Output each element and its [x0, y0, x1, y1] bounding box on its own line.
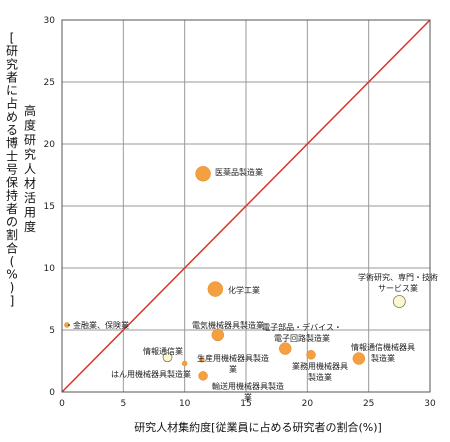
y-label-glyph: 者: [6, 202, 18, 216]
y-label-glyph: 号: [6, 162, 18, 176]
point-annotation: 化学工業: [228, 285, 260, 295]
x-tick-label: 30: [424, 399, 436, 409]
y-label-glyph: 者: [6, 70, 18, 84]
data-point: 生産用機械器具製造業: [199, 357, 205, 363]
y-label-glyph: [: [10, 31, 15, 45]
y-label-glyph: 究: [6, 56, 18, 71]
point-annotation: 業務用機械器具製造業: [292, 361, 348, 382]
x-tick-label: 25: [363, 399, 374, 409]
data-point: 情報通信機械器具製造業: [352, 352, 366, 365]
point-annotation: 学術研究、専門・技術サービス業: [358, 272, 438, 293]
data-point: 金融業、保険業: [64, 322, 70, 328]
x-tick-label: 5: [120, 399, 126, 409]
y-label-glyph: に: [6, 84, 18, 98]
y-label-glyph: ]: [10, 294, 15, 308]
x-tick-label: 15: [240, 399, 251, 409]
reference-diagonal-line: [61, 19, 431, 393]
data-point: 業務用機械器具製造業: [306, 350, 316, 360]
y-label-glyph: 研: [24, 133, 36, 147]
point-annotation: 情報通信業: [143, 346, 183, 356]
x-tick-label: 20: [302, 399, 314, 409]
data-point: 電子部品・デバイス・電子回路製造業: [279, 342, 292, 355]
x-tick-label: 10: [179, 399, 191, 409]
point-annotation: 医薬品製造業: [215, 167, 263, 177]
y-tick-label: 30: [44, 16, 56, 26]
y-label-glyph: 用: [24, 206, 36, 220]
point-annotation: ・金融業、保険業: [65, 320, 129, 330]
y-label-glyph: 持: [6, 188, 18, 203]
y-label-glyph: る: [6, 123, 18, 137]
y-label-glyph: 度: [24, 118, 36, 133]
y-label-glyph: (: [10, 254, 15, 268]
plot-frame: [61, 19, 431, 393]
y-label-glyph: 博: [6, 135, 18, 150]
data-point: 医薬品製造業: [195, 166, 211, 182]
x-tick-label: 0: [59, 399, 65, 409]
y-tick-label: 5: [49, 326, 55, 336]
data-point: 情報通信業: [162, 352, 173, 363]
y-tick-label: 0: [49, 388, 55, 398]
y-tick-label: 25: [44, 78, 55, 88]
x-axis-label: 研究人材集約度[従業員に占める研究者の割合(%)]: [134, 420, 382, 434]
point-annotation: はん用機械器具製造業: [111, 369, 191, 379]
data-point: 化学工業: [207, 281, 224, 297]
y-label-glyph: ): [10, 281, 15, 295]
y-tick-label: 15: [44, 202, 55, 212]
y-label-glyph: 人: [24, 162, 36, 176]
y-label-glyph: 保: [6, 176, 18, 190]
point-annotation: 輸送用機械器具製造業: [212, 381, 284, 402]
data-points: 医薬品製造業化学工業学術研究、専門・技術サービス業金融業、保険業電気機械器具製造…: [64, 166, 406, 381]
y-label-glyph: 高: [24, 103, 36, 118]
y-label-glyph: 占: [6, 96, 18, 111]
y-tick-label: 20: [44, 140, 56, 150]
y-label-glyph: 材: [24, 177, 36, 191]
point-annotation: 電気機械器具製造業: [192, 320, 264, 330]
y-label-glyph: 研: [6, 44, 18, 58]
axis-ticks: 0 5 10 15 20 25 30 0 5 10 15 20 25 30: [44, 16, 436, 409]
data-point: 学術研究、専門・技術サービス業: [392, 295, 406, 308]
point-annotation: 生産用機械器具製造業: [197, 353, 269, 374]
point-annotation: 電子部品・デバイス・電子回路製造業: [262, 322, 342, 343]
y-label-glyph: %: [6, 268, 17, 282]
y-label-glyph: 士: [6, 149, 18, 163]
y-label-glyph: め: [6, 110, 18, 124]
y-label-glyph: 活: [24, 191, 36, 205]
y-label-glyph: 割: [6, 227, 18, 242]
point-annotation: 情報通信機械器具製造業: [351, 342, 415, 363]
data-point: 電気機械器具製造業: [211, 328, 225, 342]
data-point: 輸送用機械器具製造業: [198, 371, 208, 381]
y-label-glyph: 究: [24, 147, 36, 162]
y-label-glyph: の: [6, 215, 18, 229]
y-label-glyph: 度: [24, 219, 36, 234]
y-tick-label: 10: [44, 264, 56, 274]
y-label-glyph: 合: [6, 240, 18, 255]
data-point: はん用機械器具製造業: [181, 360, 188, 367]
